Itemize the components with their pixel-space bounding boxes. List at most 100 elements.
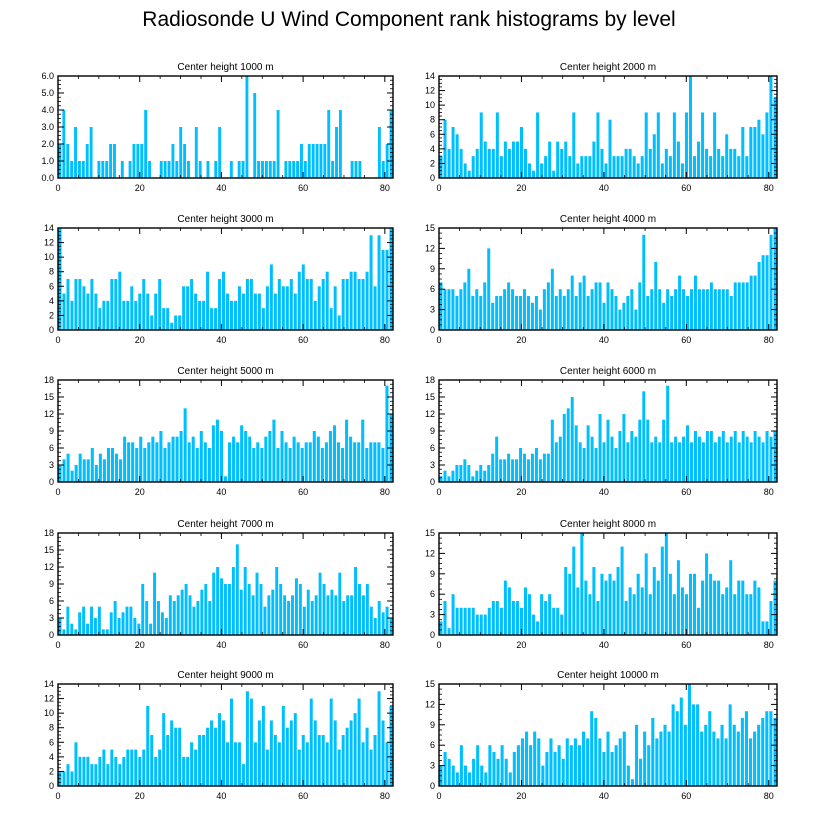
histogram-bar [78,453,82,482]
histogram-bar [172,601,176,635]
histogram-bar [220,578,224,635]
histogram-bar [260,448,264,482]
histogram-bar [187,161,190,178]
histogram-bar [125,606,129,635]
histogram-bar [241,764,245,786]
histogram-bar [195,448,199,482]
x-tick-label: 80 [380,183,390,193]
histogram-bar [229,698,233,786]
x-tick-label: 60 [681,335,691,345]
histogram-bar [210,308,214,330]
histogram-bar [150,315,154,330]
histogram-bar [622,731,626,786]
histogram-bar [317,286,321,330]
histogram-bar [128,161,132,178]
histogram-bar [662,302,666,330]
histogram-bar [524,148,528,178]
x-tick-label: 60 [298,640,308,650]
histogram-bar [249,698,253,786]
histogram-bar [113,601,117,635]
histogram-bar [166,735,170,786]
histogram-bar [666,385,670,482]
histogram-bar [636,163,640,178]
histogram-bar [178,727,182,786]
histogram-bar [578,442,582,482]
histogram-bar [540,594,544,635]
histogram-bar [548,141,552,178]
histogram-bar [162,713,166,786]
y-tick-label: 10 [425,100,435,110]
y-tick-label: 10 [44,708,54,718]
histogram-bar [745,156,749,178]
y-tick-label: 4 [49,296,54,306]
histogram-bar [639,758,643,786]
histogram-bar [499,459,503,482]
y-tick-label: 4 [49,752,54,762]
histogram-bar [275,567,279,635]
histogram-bar [239,589,243,635]
x-tick-label: 20 [516,640,526,650]
histogram-bar [725,442,729,482]
histogram-bar [588,594,592,635]
x-tick-label: 80 [380,640,390,650]
histogram-bar [705,431,709,482]
histogram-bar [646,296,650,330]
histogram-bar [97,606,101,635]
y-tick-label: 0 [49,630,54,640]
histogram-bar [300,448,304,482]
y-tick-label: 3 [430,305,435,315]
histogram-bar [736,731,740,786]
histogram-bar [634,309,638,330]
histogram-bar [315,144,319,178]
histogram-bar [78,612,82,635]
histogram-bar [130,286,134,330]
histogram-bar [650,289,654,330]
histogram-bar [479,112,483,178]
histogram-bar [659,731,663,786]
histogram-bar [261,161,264,178]
histogram-bar [717,289,721,330]
histogram-bar [624,601,628,635]
histogram-bar [598,414,602,482]
histogram-bar [122,756,126,786]
histogram-bar [696,704,700,786]
histogram-bar [74,742,78,786]
histogram-bar [647,745,651,786]
histogram-bar [655,738,659,786]
histogram-bar [680,587,684,635]
x-tick-label: 60 [681,640,691,650]
histogram-bar [676,141,680,178]
histogram-bar [483,614,487,635]
y-tick-label: 1.0 [41,156,54,166]
histogram-bar [572,112,576,178]
histogram-bar [540,163,544,178]
y-tick-label: 6 [49,281,54,291]
histogram-bar [146,293,150,330]
x-tick-label: 0 [436,640,441,650]
histogram-bar [289,720,293,786]
histogram-bar [483,141,487,178]
y-tick-label: 15 [425,392,435,402]
histogram-bar [381,720,385,786]
histogram-bar [373,618,377,635]
histogram-bar [713,289,717,330]
histogram-bar [256,442,260,482]
histogram-bar [600,573,604,635]
histogram-bar [223,476,228,482]
histogram-bar [769,711,773,786]
histogram-bar [203,442,207,482]
histogram-bar [690,442,693,482]
y-tick-label: 9 [430,720,435,730]
histogram-bar [345,279,349,330]
histogram-bar [194,127,198,178]
histogram-bar [127,442,131,482]
histogram-bar [253,93,257,178]
y-tick-label: 15 [425,223,435,233]
histogram-bar [101,161,105,178]
histogram-bar [604,163,608,178]
histogram-bar [664,533,668,635]
histogram-bar [640,156,644,178]
histogram-bar [74,465,78,482]
histogram-bar [354,161,358,178]
histogram-bar [511,601,515,635]
